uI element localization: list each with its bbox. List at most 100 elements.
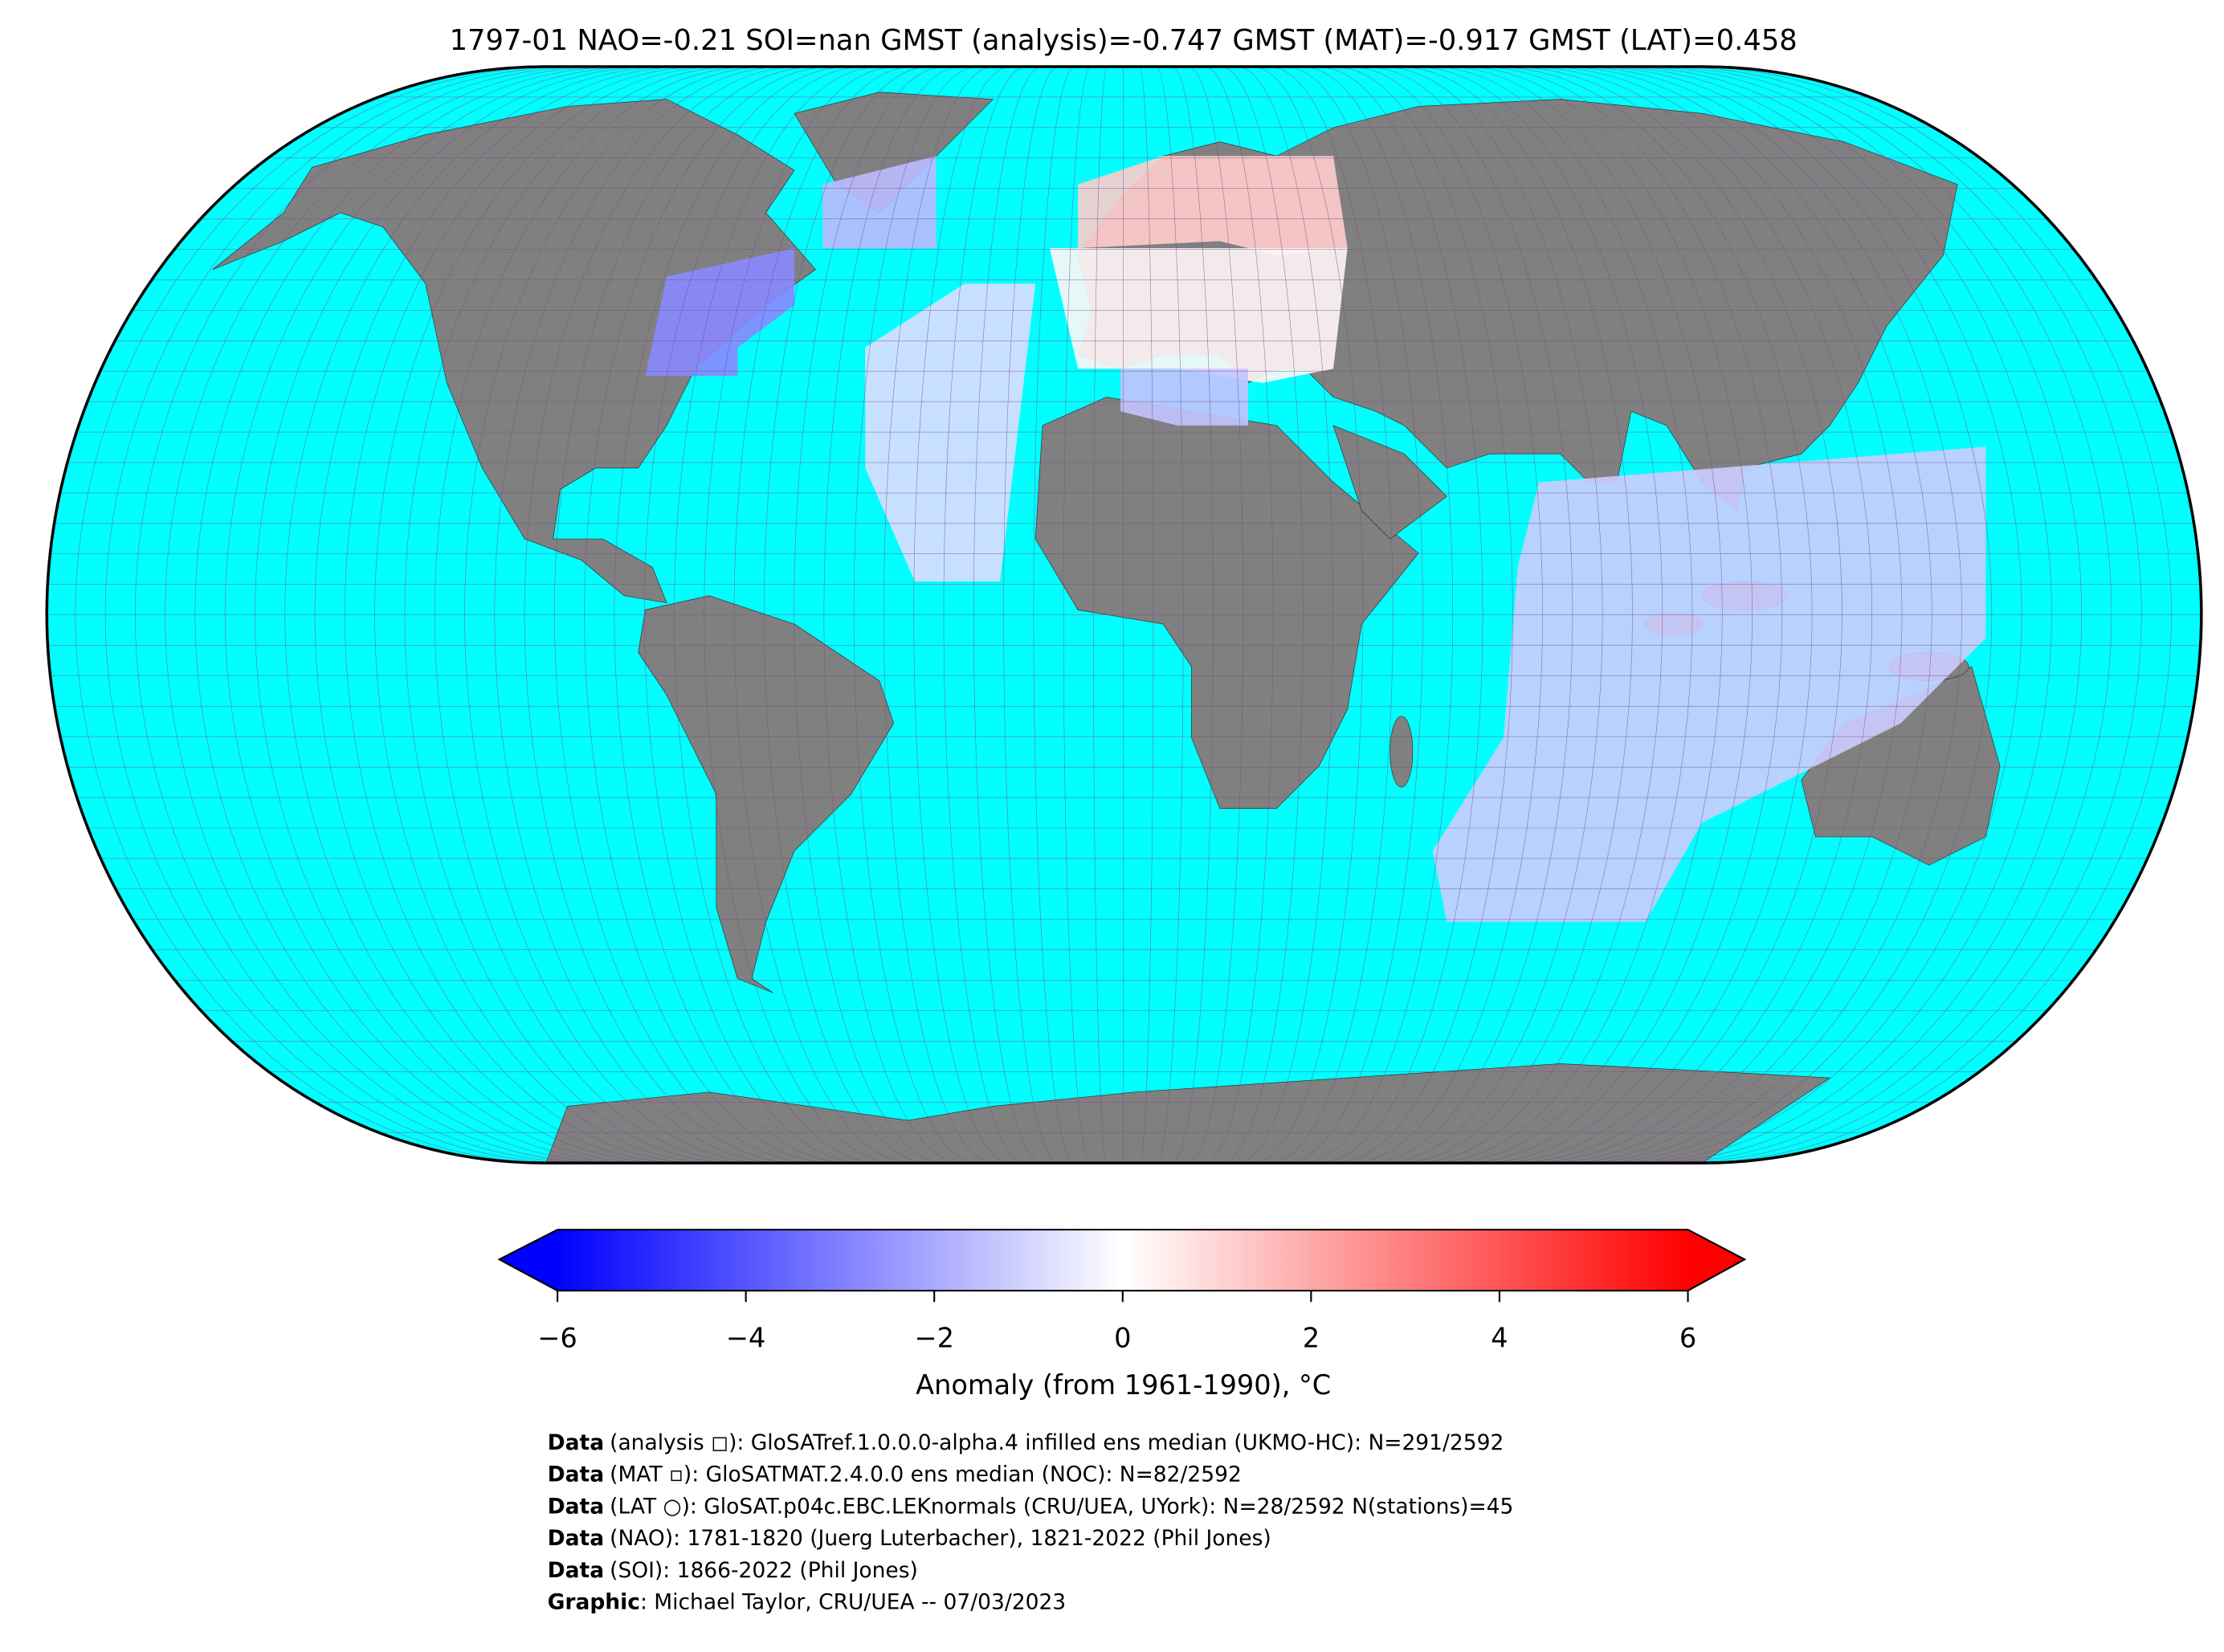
meridian xyxy=(1219,67,1304,1164)
meridian xyxy=(1396,67,1633,1164)
meridian xyxy=(524,67,802,1164)
anomaly-cell xyxy=(1049,248,1348,383)
meridian xyxy=(135,67,594,1164)
credit-line: Data (LAT ○): GloSAT.p04c.EBC.LEKnormals … xyxy=(548,1494,1514,1519)
meridian xyxy=(1541,67,1903,1164)
credit-line: Graphic: Michael Taylor, CRU/UEA -- 07/0… xyxy=(548,1590,1066,1615)
graticule xyxy=(47,67,2202,1164)
meridian xyxy=(1476,67,1783,1164)
meridian xyxy=(794,67,947,1164)
meridian xyxy=(1251,67,1364,1164)
meridian xyxy=(434,67,754,1164)
meridian xyxy=(284,67,674,1164)
meridian xyxy=(1557,67,1932,1164)
meridian xyxy=(314,67,690,1164)
meridian xyxy=(763,67,931,1164)
credit-text: (NAO): 1781-1820 (Juerg Luterbacher), 18… xyxy=(610,1526,1271,1551)
meridian xyxy=(1670,67,2142,1164)
meridian xyxy=(1155,67,1184,1164)
colorbar xyxy=(497,1229,1747,1292)
map xyxy=(47,67,2202,1164)
colorbar-label: Anomaly (from 1961-1990), °C xyxy=(916,1369,1331,1401)
credit-line: Data (analysis ◻): GloSATref.1.0.0.0-alph… xyxy=(548,1430,1504,1455)
meridian xyxy=(1380,67,1603,1164)
anomaly-cell xyxy=(1078,156,1348,255)
meridian xyxy=(75,67,561,1164)
meridian xyxy=(404,67,738,1164)
meridian xyxy=(1589,67,1993,1164)
credit-line: Data (MAT ▫): GloSATMAT.2.4.0.0 ens media… xyxy=(548,1462,1242,1487)
colorbar-tick-label: −6 xyxy=(537,1323,577,1354)
meridian xyxy=(823,67,963,1164)
meridian xyxy=(1525,67,1873,1164)
meridian xyxy=(255,67,658,1164)
meridian xyxy=(345,67,706,1164)
credit-text: (SOI): 1866-2022 (Phil Jones) xyxy=(610,1558,918,1583)
meridian xyxy=(1364,67,1573,1164)
meridian xyxy=(1235,67,1333,1164)
credit-label: Graphic xyxy=(548,1590,640,1615)
meridian xyxy=(1348,67,1543,1164)
meridian xyxy=(1171,67,1214,1164)
meridian xyxy=(464,67,770,1164)
meridian xyxy=(1573,67,1962,1164)
anomaly-cell xyxy=(822,156,937,249)
meridian xyxy=(1428,67,1693,1164)
meridian xyxy=(165,67,610,1164)
meridian xyxy=(1332,67,1513,1164)
credit-text: : Michael Taylor, CRU/UEA -- 07/03/2023 xyxy=(640,1590,1066,1615)
meridian xyxy=(733,67,915,1164)
title: 1797-01 NAO=-0.21 SOI=nan GMST (analysis… xyxy=(450,24,1798,57)
meridian xyxy=(224,67,642,1164)
meridian xyxy=(1316,67,1483,1164)
anomaly-cell xyxy=(865,283,1036,582)
meridian xyxy=(1654,67,2112,1164)
credit-text: (LAT ○): GloSAT.p04c.EBC.LEKnormals (CRU… xyxy=(610,1494,1513,1519)
meridian xyxy=(614,67,851,1164)
anomaly-cell xyxy=(645,248,794,376)
meridian xyxy=(1267,67,1394,1164)
credit-label: Data xyxy=(548,1462,604,1487)
meridian xyxy=(1300,67,1454,1164)
meridian xyxy=(104,67,577,1164)
meridian xyxy=(1139,67,1154,1164)
credit-label: Data xyxy=(548,1526,604,1551)
meridian xyxy=(643,67,867,1164)
anomaly-cells xyxy=(645,156,1986,922)
meridian xyxy=(1003,67,1059,1164)
credit-label: Data xyxy=(548,1494,604,1519)
meridian xyxy=(1622,67,2052,1164)
credit-text: (MAT ▫): GloSATMAT.2.4.0.0 ens median (N… xyxy=(610,1462,1242,1487)
credit-line: Data (NAO): 1781-1820 (Juerg Luterbacher)… xyxy=(548,1526,1271,1551)
meridian xyxy=(494,67,786,1164)
meridian xyxy=(1686,67,2172,1164)
colorbar-tick-label: 4 xyxy=(1491,1323,1508,1354)
meridian xyxy=(973,67,1043,1164)
meridian xyxy=(374,67,722,1164)
meridian xyxy=(704,67,899,1164)
credits: Data (analysis ◻): GloSATref.1.0.0.0-alph… xyxy=(548,1430,1514,1615)
credit-label: Data xyxy=(548,1558,604,1583)
credit-text: (analysis ◻): GloSATref.1.0.0.0-alpha.4 … xyxy=(610,1430,1504,1455)
meridian xyxy=(1509,67,1842,1164)
meridian xyxy=(1033,67,1075,1164)
meridian xyxy=(1444,67,1723,1164)
meridian xyxy=(554,67,818,1164)
colorbar-tick-label: 0 xyxy=(1114,1323,1131,1354)
meridian xyxy=(1493,67,1813,1164)
meridian xyxy=(913,67,1011,1164)
meridian xyxy=(194,67,626,1164)
colorbar-ticks: −6 −4 −2 0 2 4 6 xyxy=(537,1291,1696,1354)
meridian xyxy=(1063,67,1092,1164)
credit-line: Data (SOI): 1866-2022 (Phil Jones) xyxy=(548,1558,918,1583)
anomaly-cell xyxy=(1432,447,1986,922)
meridian xyxy=(1093,67,1108,1164)
meridian xyxy=(853,67,979,1164)
meridian xyxy=(584,67,835,1164)
colorbar-tick-label: −2 xyxy=(914,1323,953,1354)
meridian xyxy=(1283,67,1423,1164)
meridian xyxy=(1203,67,1274,1164)
meridian xyxy=(1460,67,1753,1164)
colorbar-tick-label: 2 xyxy=(1303,1323,1320,1354)
